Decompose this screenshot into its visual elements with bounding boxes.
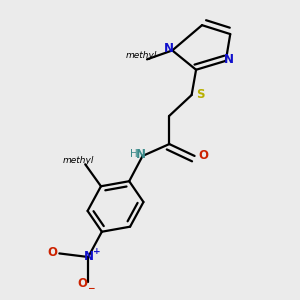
Text: O: O bbox=[47, 246, 57, 259]
Text: N: N bbox=[224, 52, 234, 66]
Text: N: N bbox=[84, 250, 94, 263]
Text: +: + bbox=[93, 247, 100, 256]
Text: methyl: methyl bbox=[63, 156, 94, 165]
Text: methyl: methyl bbox=[126, 51, 158, 60]
Text: O: O bbox=[77, 277, 87, 290]
Text: N: N bbox=[136, 148, 146, 161]
Text: −: − bbox=[87, 284, 95, 293]
Text: O: O bbox=[199, 148, 208, 162]
Text: N: N bbox=[164, 42, 174, 55]
Text: S: S bbox=[196, 88, 205, 100]
Text: H: H bbox=[130, 149, 137, 160]
